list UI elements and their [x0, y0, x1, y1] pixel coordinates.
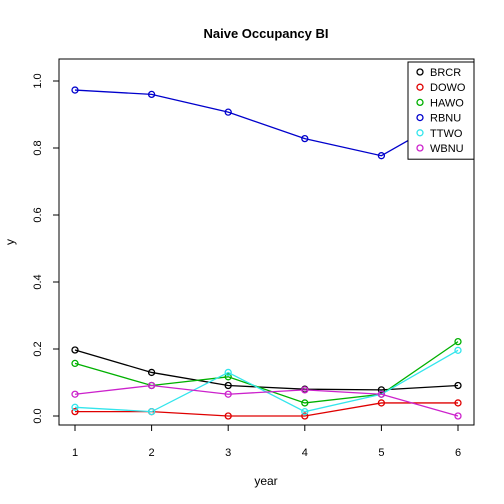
legend-marker — [416, 98, 424, 107]
data-point — [147, 381, 156, 390]
data-point — [454, 346, 462, 354]
x-tick-label: 6 — [455, 447, 461, 459]
series-layer — [71, 86, 462, 420]
legend-label: DOWO — [430, 82, 466, 94]
data-point — [377, 386, 386, 394]
data-point — [454, 381, 462, 390]
y-tick-label: 0.2 — [32, 341, 44, 356]
series-line — [74, 349, 459, 391]
legend-marker — [416, 113, 424, 122]
legend-item: WBNU — [416, 143, 464, 155]
legend-item: BRCR — [416, 67, 461, 79]
legend: BRCR DOWO HAWO RBNU TTWO WBNU — [407, 61, 475, 160]
y-tick-label: 0.0 — [32, 408, 44, 423]
data-point — [301, 412, 309, 420]
data-point — [224, 373, 232, 381]
y-axis: 0.0 0.2 0.4 0.6 0.8 1.0 — [32, 73, 59, 424]
legend-marker — [416, 68, 424, 76]
data-point — [301, 134, 309, 143]
y-tick-label: 1.0 — [32, 73, 44, 88]
x-axis-label: year — [254, 474, 277, 488]
series-ttwo — [71, 346, 462, 416]
legend-marker — [416, 129, 424, 137]
data-point — [224, 390, 232, 398]
series-line — [74, 384, 459, 417]
x-axis: 1 2 3 4 5 6 — [72, 425, 461, 459]
x-tick-label: 1 — [72, 447, 78, 459]
data-point — [224, 108, 232, 116]
y-tick-label: 0.6 — [32, 207, 44, 222]
data-point — [301, 399, 309, 407]
legend-label: HAWO — [430, 97, 464, 109]
data-point — [71, 390, 79, 398]
data-point — [71, 403, 79, 411]
x-tick-label: 2 — [149, 447, 155, 459]
legend-box — [407, 61, 475, 160]
x-tick-label: 5 — [378, 447, 384, 459]
data-point — [71, 86, 79, 94]
data-point — [71, 346, 79, 354]
legend-item: DOWO — [416, 82, 466, 94]
legend-label: BRCR — [430, 67, 461, 79]
data-point — [454, 399, 462, 407]
data-point — [377, 152, 386, 160]
data-point — [377, 390, 386, 398]
y-tick-label: 0.4 — [32, 274, 44, 289]
legend-item: TTWO — [416, 128, 463, 140]
legend-label: RBNU — [430, 113, 461, 125]
x-tick-label: 3 — [225, 447, 231, 459]
series-line — [74, 341, 459, 404]
data-point — [71, 407, 79, 416]
data-point — [147, 90, 156, 99]
data-point — [454, 412, 462, 420]
series-brcr — [71, 346, 462, 394]
series-wbnu — [71, 381, 462, 420]
series-dowo — [71, 399, 462, 420]
legend-item: RBNU — [416, 113, 461, 125]
legend-marker — [416, 83, 424, 91]
y-tick-label: 0.8 — [32, 140, 44, 155]
legend-item: HAWO — [416, 97, 464, 109]
series-line — [75, 402, 458, 417]
data-point — [301, 386, 309, 394]
data-point — [71, 359, 79, 368]
data-point — [224, 381, 232, 390]
legend-label: TTWO — [430, 128, 463, 140]
series-line — [74, 89, 459, 157]
data-point — [147, 368, 156, 377]
data-point — [377, 399, 386, 407]
x-tick-label: 4 — [302, 447, 308, 459]
y-axis-label: y — [3, 239, 17, 245]
legend-label: WBNU — [430, 143, 464, 155]
plot-frame — [58, 58, 475, 426]
data-point — [224, 412, 232, 420]
data-point — [301, 407, 309, 416]
data-point — [147, 407, 156, 416]
series-rbnu — [71, 86, 462, 160]
series-hawo — [71, 337, 462, 407]
chart-title: Naive Occupancy BI — [204, 26, 329, 41]
data-point — [454, 337, 462, 346]
legend-marker — [416, 144, 424, 152]
data-point — [224, 368, 232, 377]
